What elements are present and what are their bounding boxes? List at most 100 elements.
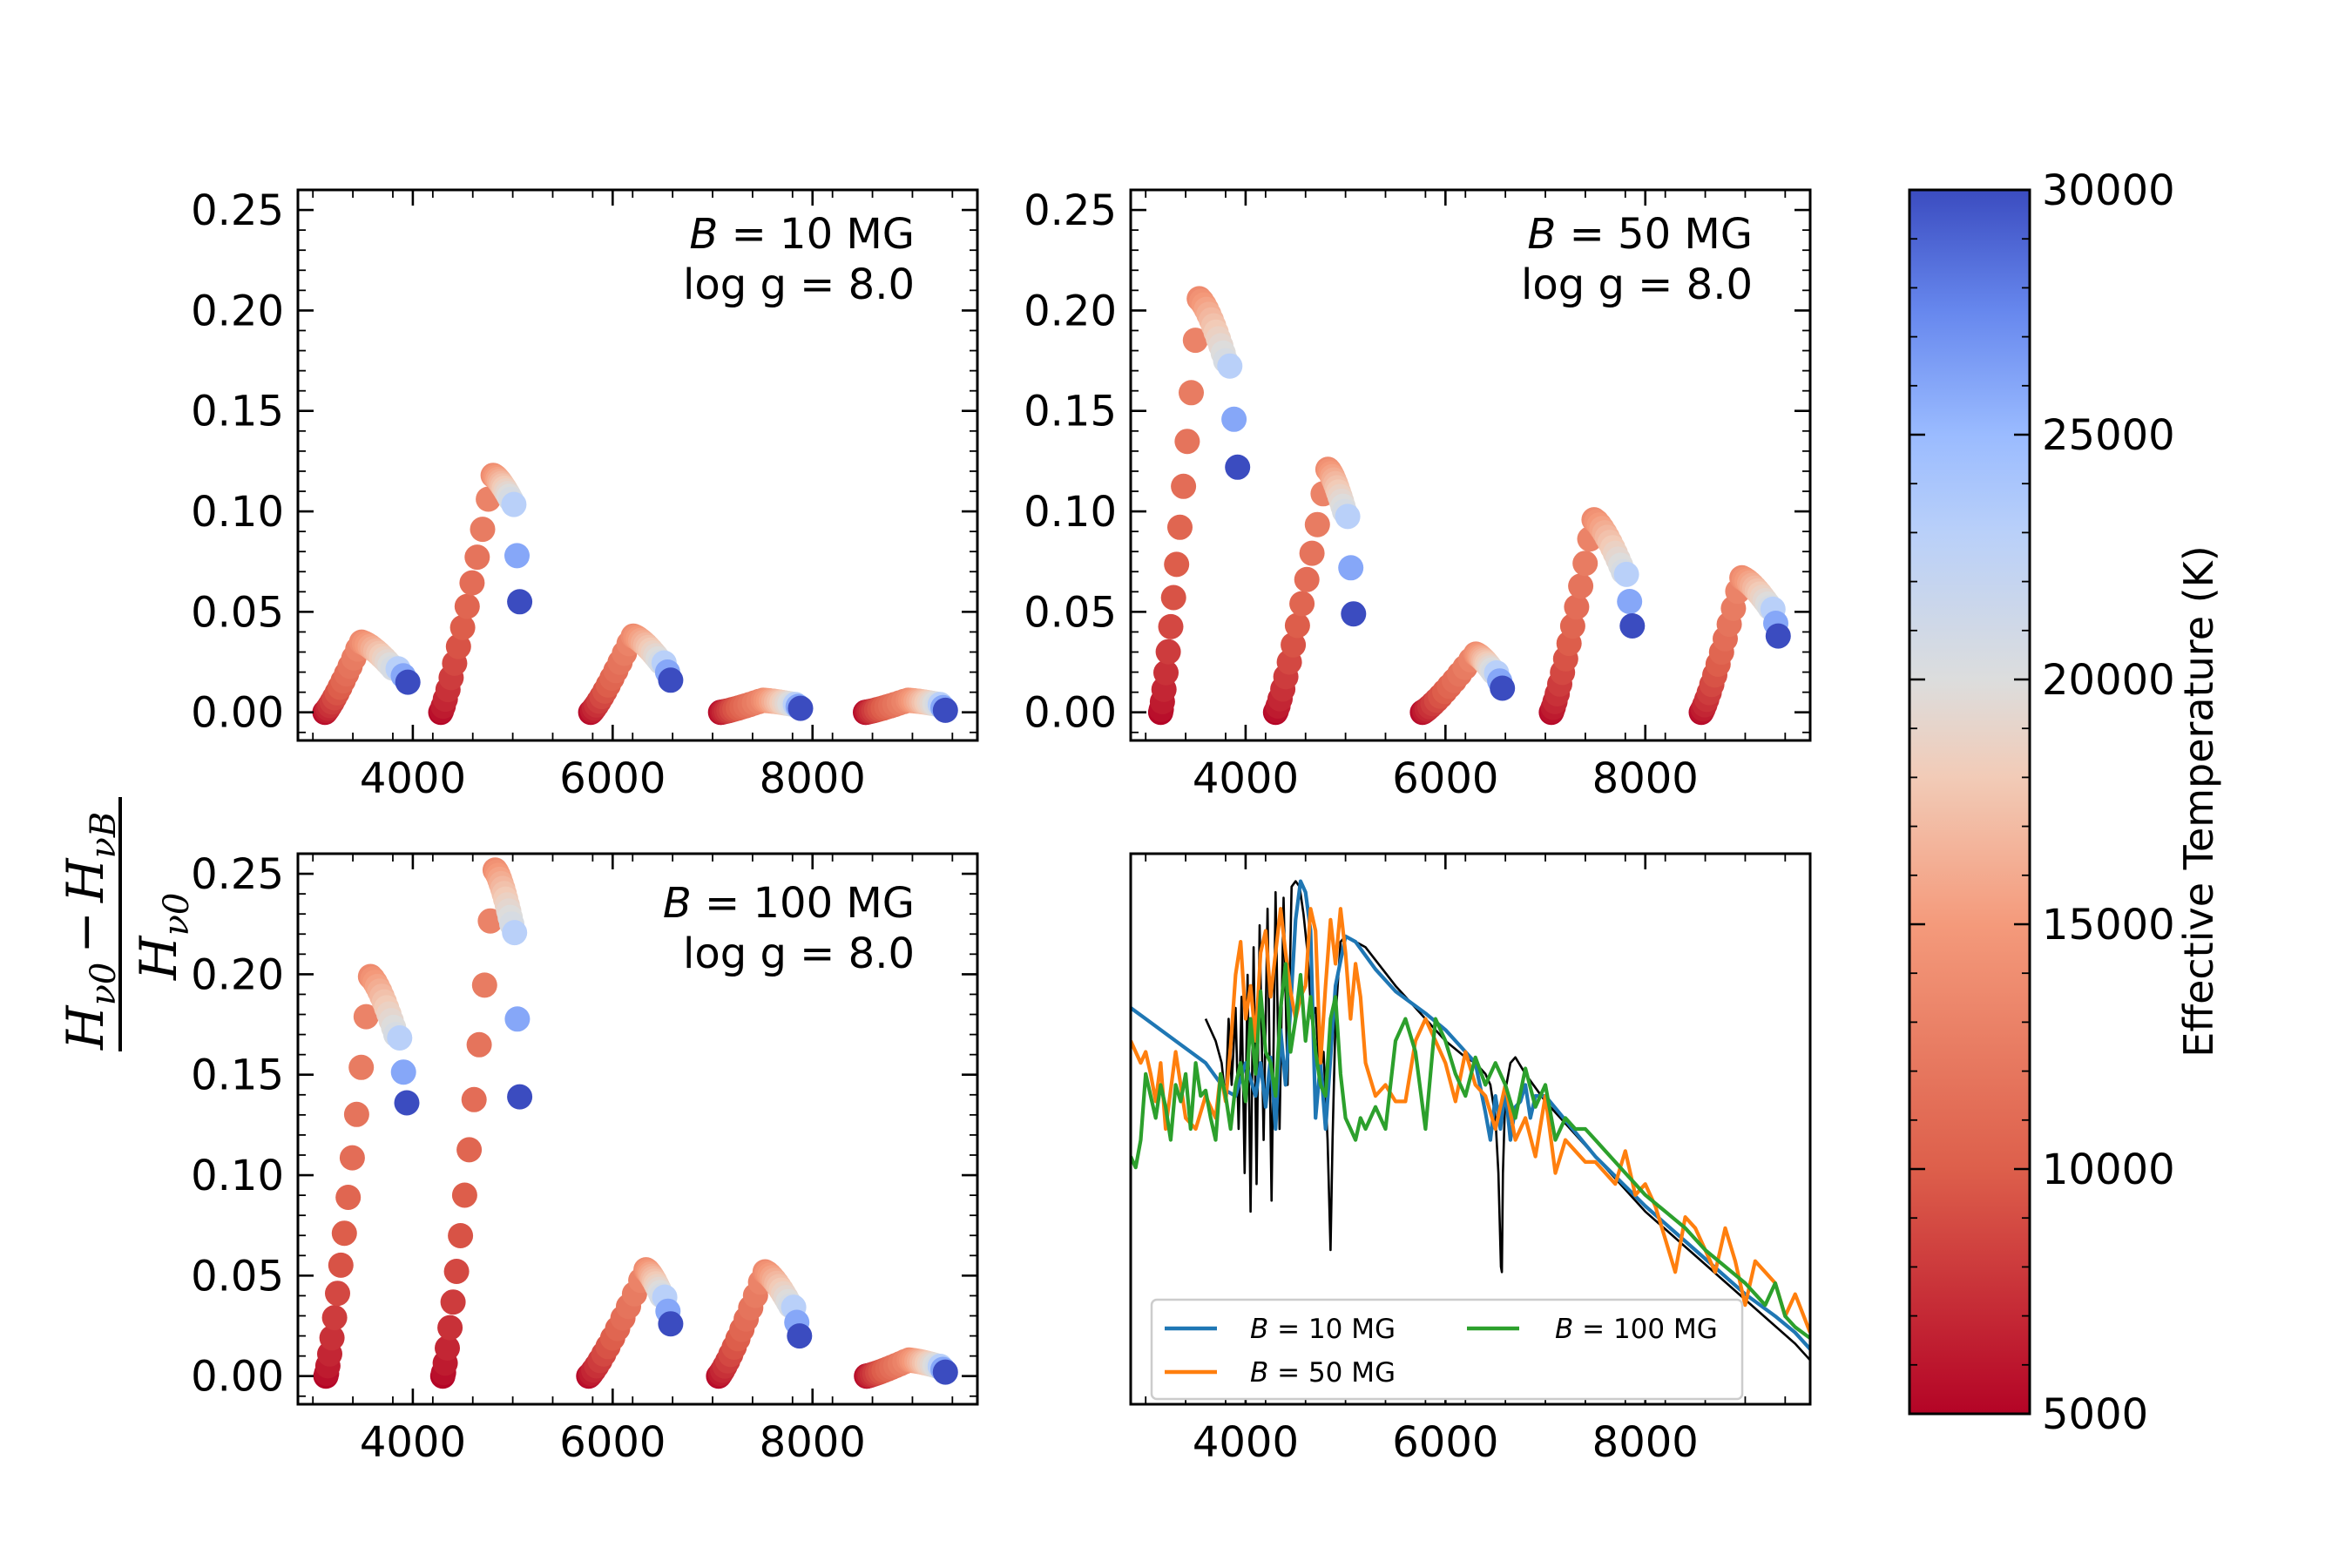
y-tick-label: 0.25 xyxy=(191,850,284,899)
scatter-point xyxy=(1217,353,1243,379)
x-tick-label: 8000 xyxy=(760,754,866,803)
scatter-point xyxy=(390,1059,416,1085)
scatter-point xyxy=(1619,613,1646,639)
y-tick-label: 0.10 xyxy=(1024,488,1117,537)
scatter-point xyxy=(1765,623,1791,649)
legend-b-symbol: B xyxy=(1555,1314,1573,1345)
scatter-point xyxy=(395,669,421,695)
y-tick-label: 0.05 xyxy=(191,588,284,637)
axes-frame xyxy=(1129,188,1812,742)
scatter-point xyxy=(464,544,490,571)
y-tick-label: 0.10 xyxy=(191,488,284,537)
scatter-point xyxy=(445,633,471,659)
ylabel-numerator-sub1: ν0 xyxy=(84,963,124,1006)
scatter-point xyxy=(787,695,814,721)
scatter-point xyxy=(1153,659,1179,686)
y-tick-label: 0.15 xyxy=(1024,388,1117,436)
x-tick-label: 6000 xyxy=(559,1418,666,1467)
anno-b-value: = 50 MG xyxy=(1556,210,1753,259)
x-tick-label: 8000 xyxy=(1592,1418,1699,1467)
scatter-point xyxy=(507,589,533,615)
y-tick-label: 0.25 xyxy=(191,186,284,235)
colorbar: Effective Temperature (K) 5000 10000 15000… xyxy=(1908,166,2222,1439)
svg-text:B = 50 MG: B = 50 MG xyxy=(1250,1357,1396,1389)
anno-b-symbol: B xyxy=(663,879,692,928)
line-50mg xyxy=(1131,907,1810,1334)
scatter-point xyxy=(501,491,527,517)
y-tick-label: 0.15 xyxy=(191,1051,284,1100)
scatter-point xyxy=(1613,561,1639,587)
svg-text:log g = 8.0: log g = 8.0 xyxy=(683,929,915,978)
scatter-point xyxy=(1281,632,1307,658)
scatter-point xyxy=(1182,328,1208,354)
colorbar-tick-label: 30000 xyxy=(2042,166,2175,215)
scatter-point xyxy=(504,543,530,569)
anno-b-value: = 100 MG xyxy=(692,879,915,928)
scatter-point xyxy=(1341,601,1367,627)
svg-text:log g = 8.0: log g = 8.0 xyxy=(1521,260,1753,309)
scatter-point xyxy=(394,1090,420,1116)
colorbar-tick-label: 25000 xyxy=(2042,411,2175,460)
svg-text:B = 10 MG: B = 10 MG xyxy=(689,210,915,259)
scatter-point xyxy=(1559,613,1585,639)
anno-logg-value: = 8.0 xyxy=(787,260,915,309)
y-tick-label: 0.20 xyxy=(1024,287,1117,335)
ylabel-denominator-sub: ν0 xyxy=(157,893,197,936)
ylabel-minus: − xyxy=(56,911,115,954)
svg-text:B = 100 MG: B = 100 MG xyxy=(663,879,915,928)
spectra-lines xyxy=(1131,879,1810,1362)
scatter-point xyxy=(1158,613,1184,639)
x-tick-label: 8000 xyxy=(1592,754,1699,803)
anno-logg-symbol: log g xyxy=(1521,260,1625,309)
scatter-point xyxy=(459,570,485,596)
scatter-point xyxy=(1304,511,1330,537)
colorbar-tick-label: 5000 xyxy=(2042,1390,2148,1439)
y-tick-label: 0.10 xyxy=(191,1152,284,1200)
x-tick-label: 4000 xyxy=(360,1418,466,1467)
y-tick-label: 0.20 xyxy=(191,950,284,999)
scatter-point xyxy=(1225,454,1251,480)
scatter-points xyxy=(1147,286,1791,726)
x-tick-label: 6000 xyxy=(559,754,666,803)
anno-logg-value: = 8.0 xyxy=(787,929,915,978)
svg-text:B = 10 MG: B = 10 MG xyxy=(1250,1314,1396,1345)
scatter-point xyxy=(1338,555,1364,581)
anno-b-symbol: B xyxy=(1527,210,1556,259)
scatter-point xyxy=(1572,551,1598,577)
scatter-point xyxy=(339,1145,365,1171)
y-tick-label: 0.00 xyxy=(1024,689,1117,738)
scatter-point xyxy=(1174,429,1200,455)
anno-b-value: = 10 MG xyxy=(718,210,915,259)
scatter-points xyxy=(313,857,958,1389)
scatter-point xyxy=(353,1004,379,1030)
scatter-point xyxy=(387,1025,413,1051)
scatter-point xyxy=(1568,573,1594,599)
scatter-point xyxy=(658,1311,684,1337)
colorbar-tick-label: 15000 xyxy=(2042,901,2175,950)
panel-top-right: 4000 6000 8000 0.00 0.05 0.10 0.15 0.20 0.25 xyxy=(1024,186,1812,803)
svg-text:log g = 8.0: log g = 8.0 xyxy=(683,260,915,309)
scatter-point xyxy=(504,1006,531,1032)
y-tick-label: 0.15 xyxy=(191,388,284,436)
scatter-point xyxy=(1160,585,1186,611)
scatter-point xyxy=(440,1289,466,1315)
scatter-point xyxy=(437,1315,463,1341)
scatter-point xyxy=(448,1223,474,1248)
scatter-point xyxy=(1179,380,1204,406)
ylabel-numerator-h1: H xyxy=(56,1004,115,1051)
scatter-point xyxy=(1564,594,1590,620)
anno-logg-symbol: log g xyxy=(683,260,787,309)
scatter-point xyxy=(1335,504,1361,530)
svg-text:Hν0: Hν0 xyxy=(129,893,197,981)
scatter-point xyxy=(325,1281,350,1307)
svg-text:B = 100 MG: B = 100 MG xyxy=(1555,1314,1718,1345)
y-axis-label: Hν0−HνB Hν0 xyxy=(56,797,197,1051)
legend-b-symbol: B xyxy=(1250,1314,1268,1345)
ylabel-numerator-h2: H xyxy=(56,857,115,903)
panel-bottom-left: 4000 6000 8000 0.00 0.05 0.10 0.15 0.20 0.25 xyxy=(191,850,979,1467)
scatter-point xyxy=(1617,589,1643,614)
colorbar-label: Effective Temperature (K) xyxy=(2175,545,2222,1057)
x-tick-label: 4000 xyxy=(1193,754,1299,803)
x-tick-label: 4000 xyxy=(1193,1418,1299,1467)
